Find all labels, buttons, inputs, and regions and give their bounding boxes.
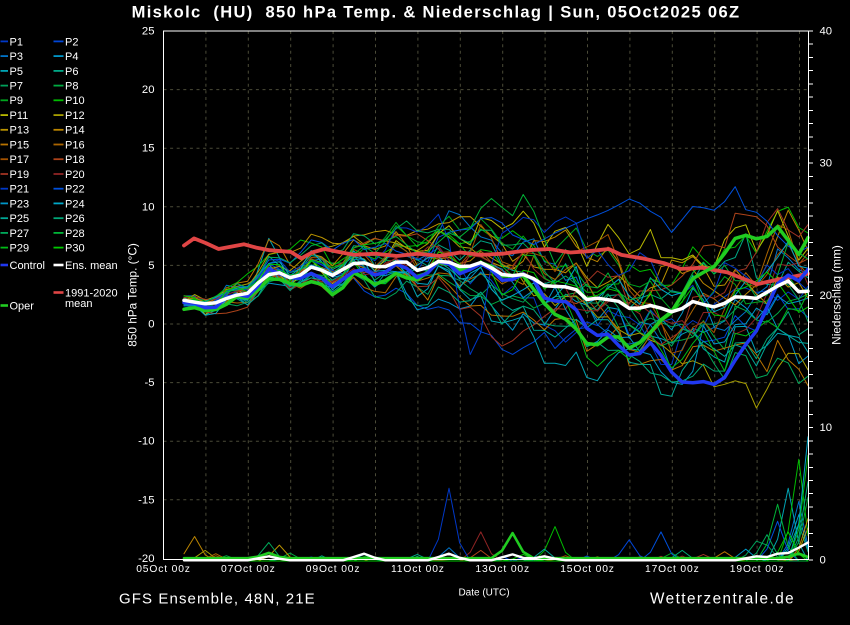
svg-text:P5: P5 (10, 66, 23, 78)
svg-text:Miskolc (HU) 850 hPa Temp. &: Miskolc (HU) 850 hPa Temp. & Niederschla… (132, 4, 741, 22)
svg-text:P23: P23 (10, 198, 30, 210)
svg-text:P1: P1 (10, 36, 23, 48)
svg-text:19Oct 00z: 19Oct 00z (730, 564, 785, 575)
svg-text:P6: P6 (65, 66, 78, 78)
svg-text:P16: P16 (65, 139, 85, 151)
svg-text:15: 15 (142, 143, 155, 155)
svg-text:Control: Control (10, 260, 45, 272)
svg-text:P11: P11 (10, 110, 29, 122)
svg-text:20: 20 (142, 84, 155, 96)
svg-text:10: 10 (142, 201, 155, 213)
svg-text:P28: P28 (65, 228, 85, 240)
svg-text:P19: P19 (10, 169, 30, 181)
svg-text:-10: -10 (138, 436, 154, 448)
svg-text:P18: P18 (65, 154, 85, 166)
svg-text:Oper: Oper (10, 300, 35, 312)
svg-text:-15: -15 (138, 494, 154, 506)
svg-text:0: 0 (820, 554, 826, 566)
svg-text:25: 25 (142, 26, 155, 38)
svg-text:20: 20 (820, 290, 833, 302)
svg-text:P22: P22 (65, 184, 85, 196)
svg-text:-5: -5 (144, 377, 154, 389)
svg-text:11Oct 00z: 11Oct 00z (391, 564, 445, 575)
svg-text:15Oct 00z: 15Oct 00z (560, 564, 615, 575)
svg-text:P13: P13 (10, 125, 30, 137)
svg-text:850 hPa Temp. (°C): 850 hPa Temp. (°C) (126, 243, 140, 347)
svg-text:0: 0 (148, 319, 154, 331)
svg-text:07Oct 00z: 07Oct 00z (221, 564, 276, 575)
svg-text:05Oct 00z: 05Oct 00z (136, 564, 191, 575)
svg-text:10: 10 (820, 422, 833, 434)
svg-text:P29: P29 (10, 243, 30, 255)
svg-text:13Oct 00z: 13Oct 00z (475, 564, 530, 575)
svg-text:1991-2020: 1991-2020 (65, 287, 118, 299)
svg-text:Date (UTC): Date (UTC) (458, 588, 509, 599)
svg-text:P9: P9 (10, 95, 23, 107)
svg-text:P12: P12 (65, 110, 85, 122)
svg-text:P30: P30 (65, 243, 85, 255)
svg-text:P25: P25 (10, 213, 30, 225)
svg-text:Ens. mean: Ens. mean (65, 260, 118, 272)
svg-text:P17: P17 (10, 154, 30, 166)
svg-text:P8: P8 (65, 80, 78, 92)
svg-text:P4: P4 (65, 51, 78, 63)
svg-text:09Oct 00z: 09Oct 00z (306, 564, 361, 575)
svg-text:P20: P20 (65, 169, 85, 181)
svg-text:30: 30 (820, 158, 833, 170)
svg-text:P7: P7 (10, 80, 23, 92)
svg-text:-20: -20 (138, 553, 154, 565)
svg-text:5: 5 (148, 260, 154, 272)
svg-text:40: 40 (820, 26, 833, 38)
svg-text:P10: P10 (65, 95, 85, 107)
svg-text:P2: P2 (65, 36, 78, 48)
svg-text:P27: P27 (10, 228, 30, 240)
svg-text:Wetterzentrale.de: Wetterzentrale.de (650, 591, 795, 608)
svg-text:GFS Ensemble, 48N, 21E: GFS Ensemble, 48N, 21E (119, 591, 316, 608)
svg-text:P26: P26 (65, 213, 85, 225)
svg-text:P14: P14 (65, 125, 85, 137)
svg-text:Niederschlag (mm): Niederschlag (mm) (830, 245, 844, 345)
svg-text:mean: mean (65, 298, 93, 310)
svg-text:P15: P15 (10, 139, 30, 151)
svg-text:P3: P3 (10, 51, 23, 63)
svg-text:P21: P21 (10, 184, 30, 196)
svg-text:17Oct 00z: 17Oct 00z (645, 564, 700, 575)
svg-text:P24: P24 (65, 198, 85, 210)
